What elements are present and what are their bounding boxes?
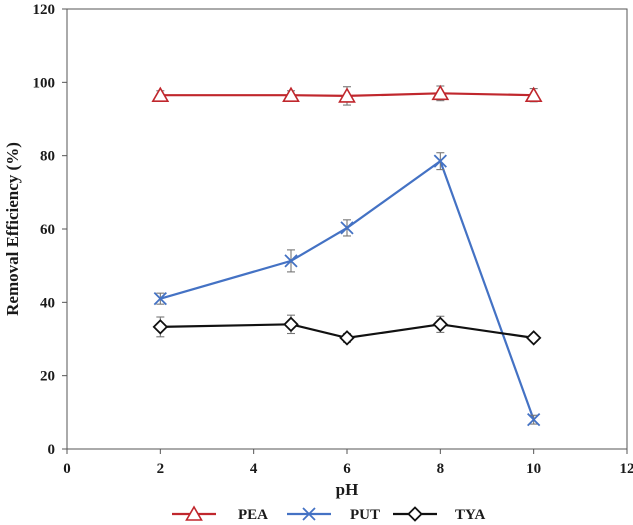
legend-marker: [302, 507, 316, 521]
data-point: [431, 84, 450, 101]
legend-label: TYA: [455, 507, 485, 523]
data-point: [283, 316, 299, 333]
data-point: [152, 319, 169, 335]
legend-marker: [407, 506, 423, 522]
data-point: [527, 413, 541, 427]
x-tick-label: 12: [620, 461, 633, 477]
x-tick-label: 6: [343, 461, 351, 477]
x-tick-label: 8: [437, 461, 445, 477]
series-put: [153, 152, 541, 427]
x-axis-title: pH: [336, 480, 359, 499]
y-axis-title: Removal Efficiency (%): [3, 142, 22, 316]
data-point: [153, 292, 167, 306]
data-point: [524, 86, 543, 102]
x-tick-label: 10: [526, 461, 541, 477]
data-point: [282, 86, 300, 102]
data-point: [338, 87, 356, 103]
y-tick-label: 80: [40, 149, 55, 165]
legend-item-pea: PEA: [172, 505, 268, 523]
y-tick-label: 60: [40, 222, 55, 238]
legend-label: PUT: [350, 507, 380, 523]
legend-item-put: PUT: [287, 507, 380, 523]
x-axis: 0 2 4 6 8 10 12: [63, 449, 633, 477]
series-line: [160, 159, 535, 421]
data-point: [340, 221, 354, 235]
x-tick-label: 2: [157, 461, 165, 477]
legend-marker: [185, 505, 203, 521]
y-tick-label: 0: [48, 442, 56, 458]
data-point: [151, 86, 170, 102]
y-tick-label: 40: [40, 295, 55, 311]
x-tick-label: 0: [63, 461, 71, 477]
y-axis: 0 20 40 60 80 100 120: [33, 2, 67, 458]
y-tick-label: 20: [40, 369, 55, 385]
series-pea: [151, 84, 543, 106]
data-point: [339, 330, 355, 346]
series-tya: [152, 314, 542, 346]
y-tick-label: 100: [33, 75, 56, 91]
legend-label: PEA: [238, 507, 268, 523]
data-point: [284, 254, 298, 268]
series-layer: [151, 84, 543, 427]
legend-item-tya: TYA: [393, 506, 485, 523]
data-point: [525, 330, 542, 346]
data-point: [432, 316, 449, 333]
data-point: [433, 154, 447, 168]
x-tick-label: 4: [250, 461, 258, 477]
legend: PEA PUT TYA: [172, 505, 485, 523]
y-tick-label: 120: [33, 2, 56, 18]
